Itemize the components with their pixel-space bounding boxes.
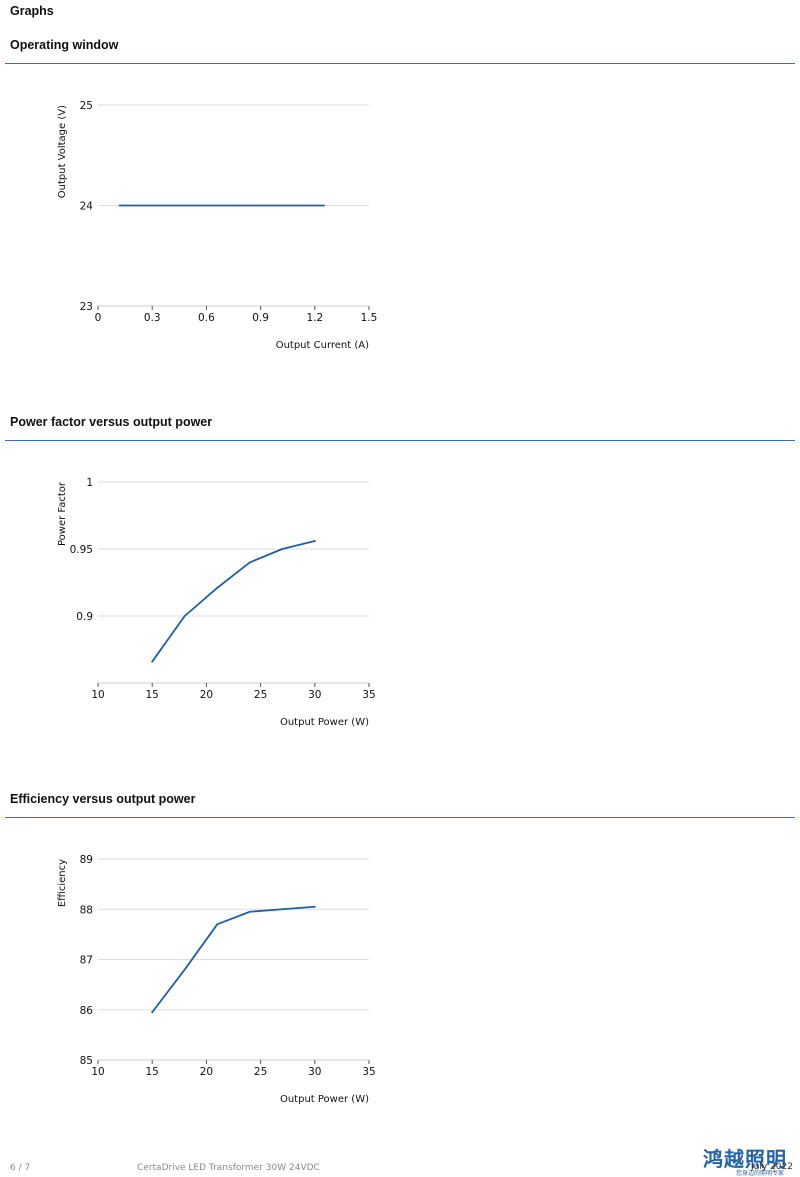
data-point	[216, 586, 219, 589]
data-point	[183, 615, 186, 617]
x-tick-label: 1.5	[361, 312, 378, 324]
y-tick-label: 0.95	[70, 544, 93, 556]
data-point	[313, 540, 316, 542]
section-divider	[5, 817, 795, 818]
brand-logo-tagline: 您身边的照明专家	[736, 1170, 785, 1177]
x-tick-label: 35	[362, 689, 375, 701]
operating-window-chart: 23 24 25 0 0.3 0.6 0.9 1.2 1.5 Output Current (A)…	[57, 100, 378, 351]
x-tick-label: 20	[200, 1066, 213, 1078]
x-tick-label: 1.2	[306, 312, 323, 324]
footer-product-name: CertaDrive LED Transformer 30W 24VDC	[137, 1163, 320, 1173]
y-tick-label: 88	[80, 904, 93, 916]
y-axis-title: Efficiency	[57, 859, 68, 907]
footer-date: July 2022	[751, 1162, 793, 1172]
data-point	[248, 910, 251, 913]
x-tick-label: 10	[91, 1066, 104, 1078]
data-point	[151, 1011, 154, 1014]
y-axis-title: Power Factor	[57, 481, 68, 546]
y-tick-label: 24	[80, 201, 94, 213]
power-factor-chart: 0.9 0.95 1 10 15 20 25 30 35 Output Power (W) Powe…	[57, 477, 376, 728]
section-divider	[5, 63, 795, 64]
series-line	[151, 540, 316, 663]
x-axis-title: Output Current (A)	[276, 340, 369, 351]
footer-page-number: 6 / 7	[10, 1163, 31, 1173]
y-tick-label: 86	[80, 1005, 94, 1017]
page-heading: Graphs	[10, 4, 54, 18]
x-tick-label: 30	[308, 1066, 321, 1078]
y-axis-title: Output Voltage (V)	[57, 105, 68, 198]
y-tick-label: 89	[80, 854, 93, 866]
section-title-operating-window: Operating window	[10, 38, 119, 52]
x-tick-label: 35	[362, 1066, 375, 1078]
x-axis-title: Output Power (W)	[280, 1094, 369, 1105]
data-point	[216, 923, 219, 926]
x-tick-label: 15	[146, 689, 159, 701]
section-divider	[5, 440, 795, 441]
y-tick-label: 1	[86, 477, 93, 489]
y-tick-label: 23	[80, 301, 93, 313]
data-point	[183, 968, 186, 971]
brand-logo: 鸿越照明	[703, 1147, 787, 1171]
y-tick-label: 85	[80, 1055, 93, 1067]
x-tick-label: 25	[254, 689, 267, 701]
data-point	[151, 660, 154, 663]
x-tick-label: 0.6	[198, 312, 215, 324]
y-tick-label: 25	[80, 100, 93, 112]
x-tick-label: 0	[95, 312, 102, 324]
data-point	[322, 204, 325, 207]
data-point	[248, 561, 251, 564]
data-point	[313, 905, 316, 908]
x-axis-title: Output Power (W)	[280, 717, 369, 728]
x-tick-label: 0.3	[144, 312, 161, 324]
series-line	[151, 905, 316, 1014]
y-tick-label: 0.9	[76, 611, 93, 623]
x-tick-label: 20	[200, 689, 213, 701]
data-point	[281, 548, 284, 550]
x-tick-label: 30	[308, 689, 321, 701]
data-point	[281, 908, 284, 911]
x-tick-label: 15	[146, 1066, 159, 1078]
section-title-power-factor: Power factor versus output power	[10, 415, 213, 429]
data-point	[118, 204, 121, 207]
efficiency-chart: 85 86 87 88 89 10 15 20 25 30 35 Output Power (W) Ef…	[57, 854, 376, 1105]
x-tick-label: 0.9	[252, 312, 269, 324]
x-tick-label: 25	[254, 1066, 267, 1078]
section-title-efficiency: Efficiency versus output power	[10, 792, 196, 806]
x-tick-label: 10	[91, 689, 104, 701]
y-tick-label: 87	[80, 955, 93, 967]
